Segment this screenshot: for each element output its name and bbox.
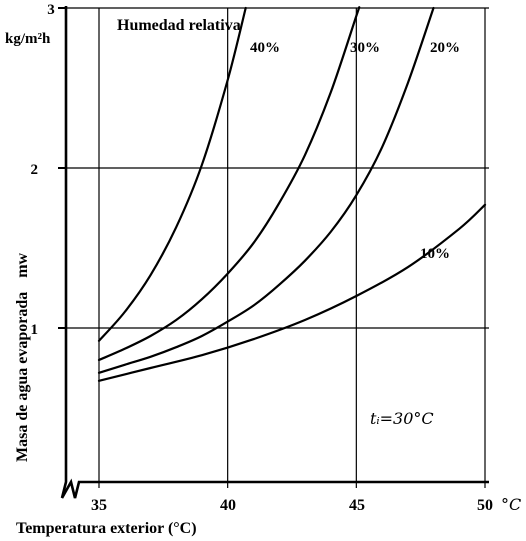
x-tick-label: 35 bbox=[91, 497, 107, 514]
x-tick-label: 50 bbox=[477, 497, 493, 514]
y-unit-label: kg/m²h bbox=[5, 31, 51, 47]
curve-label-30: 30% bbox=[350, 40, 380, 56]
y-axis-title: Masa de agua evaporada mw bbox=[14, 252, 31, 462]
x-tick-label: 45 bbox=[349, 497, 365, 514]
grid bbox=[66, 7, 489, 488]
series-line-10pct bbox=[97, 203, 487, 382]
y-axis-title-text: Masa de agua evaporada bbox=[14, 292, 31, 462]
series-line-20pct bbox=[97, 6, 435, 374]
x-axis-title: Temperatura exterior (°C) bbox=[16, 520, 197, 537]
axis-lines bbox=[60, 6, 489, 499]
y-tick-label: 2 bbox=[31, 162, 39, 178]
y-axis-symbol: mw bbox=[14, 252, 31, 277]
x-tick-label: 40 bbox=[220, 497, 236, 514]
y-tick-label: 3 bbox=[47, 2, 55, 18]
legend-title: Humedad relativa bbox=[117, 17, 241, 34]
curve-label-40: 40% bbox=[250, 40, 280, 56]
axes-frame bbox=[58, 6, 489, 499]
series-curves bbox=[97, 6, 487, 382]
curve-label-10: 10% bbox=[420, 246, 450, 262]
series-line-40pct bbox=[97, 6, 247, 342]
inner-temperature-annotation: tᵢ=30°C bbox=[370, 409, 434, 428]
series-line-30pct bbox=[97, 6, 361, 362]
x-unit-label: °C bbox=[501, 495, 521, 514]
curve-label-20: 20% bbox=[430, 40, 460, 56]
y-tick-label: 1 bbox=[31, 322, 39, 338]
